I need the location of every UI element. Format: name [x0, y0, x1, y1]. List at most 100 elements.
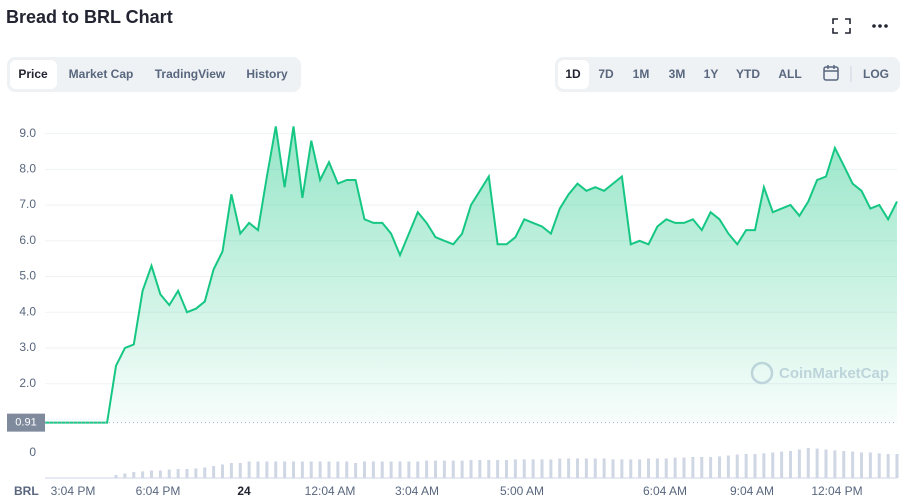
volume-bar [700, 457, 704, 478]
volume-bar [212, 466, 216, 478]
volume-bar [247, 461, 251, 478]
volume-bar [558, 458, 562, 478]
x-tick-label: 12:04 AM [305, 484, 356, 498]
volume-bar [833, 450, 837, 478]
volume-bar [709, 457, 713, 478]
volume-bar [824, 449, 828, 478]
volume-bar [451, 460, 455, 478]
range[interactable]: 3M [669, 67, 686, 81]
volume-bar [309, 461, 313, 478]
volume-bar [611, 459, 615, 478]
volume-bar [398, 461, 402, 478]
volume-bar [647, 458, 650, 478]
volume-bar [203, 467, 207, 478]
volume-bar [132, 472, 136, 478]
volume-bar [363, 461, 366, 478]
volume-bar [540, 459, 544, 478]
range[interactable]: ALL [778, 67, 801, 81]
volume-bar [771, 452, 775, 478]
log-toggle[interactable]: LOG [863, 67, 889, 81]
volume-bar [300, 461, 304, 478]
volume-bar [868, 452, 872, 478]
volume-bar [726, 455, 730, 478]
volume-bar [842, 451, 846, 478]
tab-group [7, 57, 301, 92]
price-area [45, 126, 897, 424]
volume-bar [780, 451, 784, 478]
volume-bar [753, 454, 757, 478]
volume-bar [549, 459, 553, 478]
volume-bar [256, 461, 260, 478]
range[interactable]: 7D [598, 67, 614, 81]
y-tick-label: 4.0 [19, 304, 36, 318]
title: Bread to BRL Chart [6, 7, 173, 27]
x-tick-label: 6:04 PM [136, 484, 181, 498]
volume-bar [327, 461, 331, 478]
more-icon[interactable] [872, 24, 888, 28]
volume-bar [158, 470, 162, 478]
volume-bar [797, 449, 801, 478]
volume-bar [664, 458, 668, 478]
volume-bar [469, 460, 473, 478]
current-price-tag [7, 413, 45, 432]
x-tick-label: 24 [237, 484, 251, 498]
volume-bar [185, 469, 189, 478]
volume-bar [593, 458, 597, 478]
volume-bar [682, 457, 686, 478]
volume-bar [629, 459, 633, 478]
volume-bar [292, 461, 295, 478]
volume-bar [176, 469, 180, 478]
volume-bar [114, 475, 118, 478]
volume-bar [620, 459, 624, 478]
volume-bar [744, 454, 748, 478]
volume-bar [815, 448, 819, 478]
currency-label: BRL [14, 484, 39, 498]
x-tick-label: 5:00 AM [500, 484, 544, 498]
current-price-label: 0.91 [15, 417, 36, 429]
fullscreen-icon[interactable] [832, 18, 851, 34]
y-tick-label: 9.0 [19, 126, 36, 140]
volume-bar [806, 448, 810, 478]
tab[interactable]: Market Cap [69, 67, 134, 81]
calendar-icon[interactable] [823, 65, 839, 81]
volume-bar [407, 461, 411, 478]
volume-bar [434, 460, 437, 478]
volume-bar [505, 460, 508, 478]
volume-bar [602, 458, 606, 478]
volume-bar [167, 469, 171, 478]
range[interactable]: 1Y [704, 67, 719, 81]
volume-bar [886, 454, 890, 478]
tab[interactable]: Price [18, 67, 48, 81]
x-tick-label: 6:04 AM [643, 484, 687, 498]
volume-bar [522, 459, 526, 478]
volume-bar [380, 461, 384, 478]
volume-bar [531, 459, 535, 478]
volume-bar [496, 460, 500, 478]
volume-bar [389, 461, 393, 478]
range[interactable]: 1M [633, 67, 650, 81]
range[interactable]: 1D [565, 67, 581, 81]
volume-bar [877, 453, 881, 478]
y-tick-label: 2.0 [19, 376, 36, 390]
volume-bar [141, 471, 145, 478]
volume-bar [718, 456, 721, 478]
range[interactable]: YTD [736, 67, 760, 81]
tab[interactable]: TradingView [155, 67, 226, 81]
y-tick-label: 3.0 [19, 340, 36, 354]
volume-bar [265, 461, 269, 478]
x-tick-label: 9:04 AM [730, 484, 774, 498]
volume-bar [345, 461, 349, 478]
volume-bar [123, 473, 127, 478]
range-group [555, 57, 900, 92]
volume-bar [673, 457, 677, 478]
y-tick-label: 5.0 [19, 269, 36, 283]
active-range [558, 60, 589, 89]
tab[interactable]: History [246, 67, 288, 81]
x-tick-label: 12:04 PM [811, 484, 862, 498]
y-tick-label: 7.0 [19, 197, 36, 211]
volume-bar [460, 460, 464, 478]
volume-bar [655, 458, 659, 478]
price-line [45, 126, 898, 424]
volume-bar [567, 458, 571, 478]
